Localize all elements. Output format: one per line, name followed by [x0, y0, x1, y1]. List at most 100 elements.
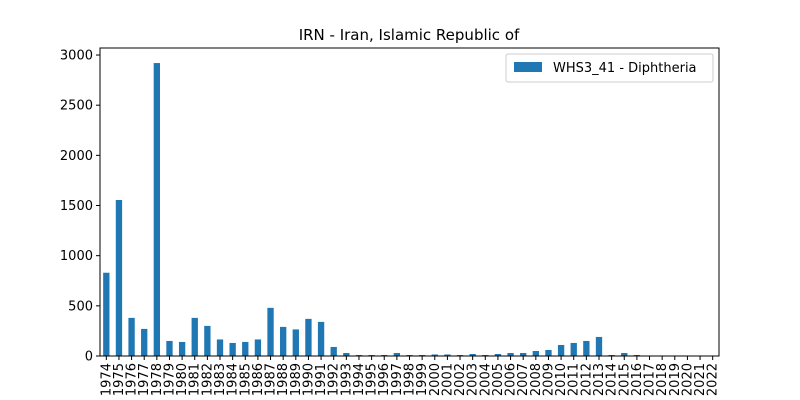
x-tick-label-1981: 1981 [188, 363, 203, 396]
x-tick-label-1995: 1995 [365, 363, 380, 396]
x-tick-label-1986: 1986 [251, 363, 266, 396]
bar-2000 [431, 354, 438, 356]
bar-1981 [191, 317, 198, 356]
bar-1977 [141, 328, 148, 356]
bars-group [103, 63, 653, 356]
bar-1992 [330, 346, 337, 356]
bar-1988 [280, 326, 287, 356]
x-tick-label-1974: 1974 [99, 363, 114, 396]
y-tick-label-2500: 2500 [60, 99, 93, 114]
y-tick-label-3000: 3000 [60, 49, 93, 64]
x-tick-label-1984: 1984 [226, 363, 241, 396]
x-tick-label-2011: 2011 [567, 363, 582, 396]
bar-1994 [355, 354, 363, 356]
bar-1983 [216, 339, 224, 356]
x-tick-label-1987: 1987 [264, 363, 279, 396]
x-tick-label-2009: 2009 [541, 363, 556, 396]
bar-1976 [128, 317, 135, 356]
legend-swatch [514, 62, 542, 72]
bar-1993 [343, 352, 350, 356]
x-tick-label-1991: 1991 [314, 363, 329, 396]
bar-1974 [103, 272, 110, 356]
bar-1985 [242, 341, 249, 356]
bar-2012 [583, 340, 590, 356]
x-tick-label-1980: 1980 [175, 363, 190, 396]
x-tick-label-1990: 1990 [301, 363, 316, 396]
bar-1999 [418, 354, 426, 356]
x-tick-label-2015: 2015 [617, 363, 632, 396]
bar-2008 [532, 350, 539, 356]
x-tick-label-2004: 2004 [478, 363, 493, 396]
bar-1980 [178, 341, 186, 356]
y-tick-label-2000: 2000 [60, 149, 93, 164]
bar-1986 [254, 339, 262, 356]
bar-2009 [545, 349, 552, 356]
x-tick-label-2002: 2002 [453, 363, 468, 396]
x-tick-label-2001: 2001 [440, 363, 455, 396]
y-tick-label-1000: 1000 [60, 249, 93, 264]
bar-2013 [595, 336, 603, 356]
x-tick-label-2017: 2017 [643, 363, 658, 396]
legend: WHS3_41 - Diphtheria [505, 53, 714, 83]
bar-1987 [267, 307, 274, 356]
bar-1978 [153, 63, 161, 356]
x-tick-label-1988: 1988 [276, 363, 291, 396]
y-tick-label-1500: 1500 [60, 199, 93, 214]
bar-2015 [621, 352, 628, 356]
bar-1989 [292, 329, 299, 356]
y-tick-label-0: 0 [85, 350, 93, 365]
bar-1982 [204, 325, 211, 356]
bar-2007 [520, 352, 527, 356]
x-axis: 1974197519761977197819791980198119821983… [99, 356, 721, 396]
bar-1979 [166, 340, 173, 356]
x-tick-label-2007: 2007 [516, 363, 531, 396]
x-tick-label-2013: 2013 [592, 363, 607, 396]
y-tick-label-500: 500 [68, 299, 93, 314]
x-tick-label-1985: 1985 [238, 363, 253, 396]
bar-1996 [381, 354, 388, 356]
y-axis: 0 500 1000 1500 2000 2500 3000 [60, 49, 100, 365]
bar-2005 [494, 353, 502, 356]
x-tick-label-2000: 2000 [428, 363, 443, 396]
bar-1995 [368, 354, 375, 356]
x-tick-label-2008: 2008 [529, 363, 544, 396]
bar-2002 [456, 354, 464, 356]
legend-box [505, 53, 714, 83]
x-tick-label-1992: 1992 [327, 363, 342, 396]
bar-1990 [305, 318, 312, 356]
bar-2006 [507, 352, 514, 356]
bar-2001 [444, 354, 451, 356]
bar-1997 [393, 352, 401, 356]
x-tick-label-2014: 2014 [605, 363, 620, 396]
bar-2011 [570, 342, 577, 356]
x-tick-label-2022: 2022 [706, 363, 721, 396]
x-tick-label-2016: 2016 [630, 363, 645, 396]
x-tick-label-2003: 2003 [466, 363, 481, 396]
bar-2014 [608, 354, 615, 356]
x-tick-label-2020: 2020 [680, 363, 695, 396]
x-tick-label-1982: 1982 [200, 363, 215, 396]
x-tick-label-1977: 1977 [137, 363, 152, 396]
x-tick-label-2019: 2019 [668, 363, 683, 396]
x-tick-label-1975: 1975 [112, 363, 127, 396]
x-tick-label-1999: 1999 [415, 363, 430, 396]
x-tick-label-1983: 1983 [213, 363, 228, 396]
x-tick-label-1979: 1979 [162, 363, 177, 396]
x-tick-label-1994: 1994 [352, 363, 367, 396]
bar-2016 [633, 354, 641, 356]
x-tick-label-2012: 2012 [579, 363, 594, 396]
x-tick-label-1993: 1993 [339, 363, 354, 396]
x-tick-label-2010: 2010 [554, 363, 569, 396]
bar-1975 [115, 199, 123, 356]
bar-1991 [317, 321, 325, 356]
x-tick-label-1996: 1996 [377, 363, 392, 396]
x-tick-label-2006: 2006 [504, 363, 519, 396]
x-tick-label-1978: 1978 [150, 363, 165, 396]
legend-label: WHS3_41 - Diphtheria [553, 61, 697, 76]
x-tick-label-1998: 1998 [403, 363, 418, 396]
x-tick-label-2005: 2005 [491, 363, 506, 396]
plot-frame [99, 47, 720, 357]
chart-title: IRN - Iran, Islamic Republic of [299, 26, 520, 44]
bar-2003 [469, 353, 476, 356]
